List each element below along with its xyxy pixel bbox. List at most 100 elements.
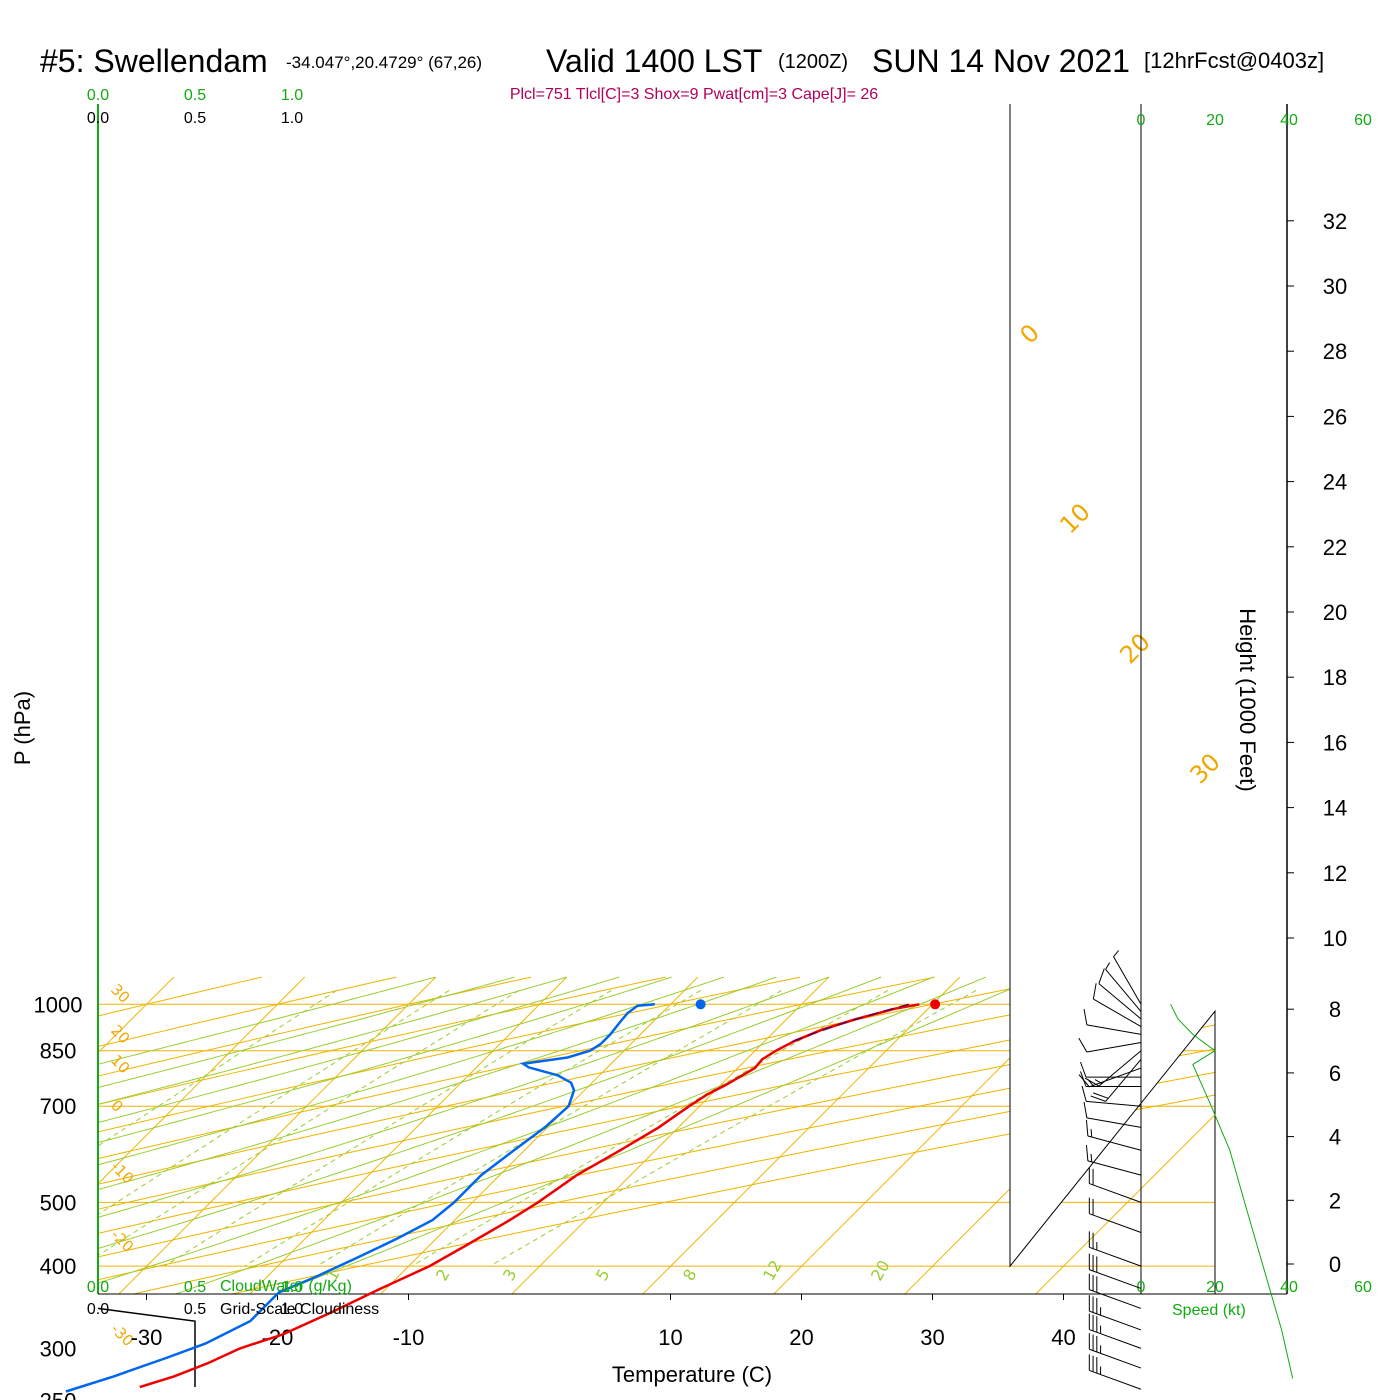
temp-tick-label: 40: [1051, 1325, 1075, 1350]
wind-barb: [1085, 1120, 1142, 1151]
wind-barb: [1080, 1061, 1141, 1078]
speed-axis-label: Speed (kt): [1172, 1302, 1246, 1319]
wind-barb-staff: [1086, 1041, 1142, 1053]
x-axis-label: Temperature (C): [612, 1362, 772, 1387]
speed-top-tick: 20: [1206, 112, 1224, 129]
mixing-ratio-label: 2: [432, 1266, 454, 1284]
speed-top-tick: 40: [1280, 112, 1298, 129]
wind-barb-flag: [1105, 962, 1111, 970]
isotherm-60: [917, 976, 1215, 1294]
height-tick-label: 22: [1323, 535, 1347, 560]
wind-barb-flag: [1083, 1102, 1088, 1118]
dry-adiabat--10: [98, 976, 532, 1294]
moist-adiabat-12: [98, 976, 725, 1294]
moist-adiabat-0: [98, 976, 567, 1294]
moist-adiabat-32: [98, 976, 987, 1294]
parcel-profile-line: [789, 1003, 910, 1044]
speed-bottom-tick: 20: [1206, 1279, 1224, 1296]
moist-adiabat--10: [98, 976, 436, 1294]
wind-barb: [1083, 1102, 1142, 1128]
cloud-panel: 0.0 0.5 1.00.0 0.5 1.00.0 0.5 1.00.0 0.5 1.0: [87, 87, 303, 1388]
mixing-ratio-label: 3: [499, 1266, 521, 1284]
wind-barb-flag: [1113, 950, 1120, 957]
dry-adiabat-label: 30: [1184, 748, 1225, 789]
wind-barb: [1088, 1313, 1142, 1349]
pressure-tick-label: 1000: [34, 992, 83, 1017]
temperature-profile-line: [139, 1003, 920, 1389]
height-tick-label: 24: [1323, 470, 1347, 495]
wind-barb: [1088, 1295, 1142, 1331]
moist-adiabat--4: [98, 976, 515, 1294]
wind-barb-staff: [1086, 1024, 1142, 1035]
temp-tick-label: -20: [262, 1325, 294, 1350]
sounding-params: Plcl=751 Tlcl[C]=3 Shox=9 Pwat[cm]=3 Cap…: [510, 86, 878, 103]
isotherm-label: -10: [107, 1158, 137, 1188]
height-tick-label: 14: [1323, 796, 1347, 821]
height-tick-label: 4: [1329, 1125, 1341, 1150]
height-tick-label: 16: [1323, 730, 1347, 755]
wind-barb: [1088, 1167, 1142, 1203]
wind-barb: [1088, 1333, 1142, 1369]
wind-barb-flag: [1090, 1153, 1093, 1162]
isotherm--30: [98, 976, 175, 1294]
wind-barb: [1088, 1197, 1142, 1233]
mixing-ratio-label: 5: [592, 1266, 614, 1284]
mixing-ratio-30: [489, 989, 977, 1267]
mixing-ratio-5: [164, 989, 612, 1267]
wind-barb-staff: [1098, 983, 1142, 1020]
speed-top-tick: 0: [1137, 112, 1146, 129]
dry-adiabat-80: [98, 976, 1215, 1294]
forecast-info: [12hrFcst@0403z]: [1144, 48, 1324, 73]
wind-barb-staff: [1089, 1269, 1142, 1289]
wind-barb-staff: [1089, 1310, 1142, 1331]
moist-adiabat-20: [98, 976, 829, 1294]
wind-barb-flag: [1098, 968, 1105, 984]
cloudiness-top-label: 1.0: [281, 110, 303, 127]
moist-adiabat-24: [98, 976, 882, 1294]
clipped-grid: [0, 976, 1215, 1400]
axis-ticks: 2503004005007008501000-30-20-10102030400…: [34, 104, 1347, 1400]
temp-tick-label: 10: [658, 1325, 682, 1350]
dry-adiabat-label: 20: [1114, 628, 1155, 669]
wind-barb-staff: [1089, 1289, 1142, 1309]
wind-barb-flag: [1083, 1009, 1088, 1025]
pressure-tick-label: 700: [40, 1094, 77, 1119]
height-tick-label: 10: [1323, 926, 1347, 951]
isotherm--40: [0, 977, 43, 1400]
wind-barb-staff: [1089, 1369, 1142, 1390]
wind-barb-flag: [1093, 1092, 1109, 1099]
isotherm-40: [655, 976, 1092, 1294]
cloudiness-bottom-label: 0.5: [184, 1301, 206, 1318]
wind-barb-staff: [1086, 1117, 1142, 1128]
wind-barb-staff: [1089, 1348, 1142, 1369]
cloudwater-top-label: 0.5: [184, 87, 206, 104]
dry-adiabat-40: [98, 976, 1205, 1294]
height-tick-label: 12: [1323, 861, 1347, 886]
wind-barb-flag: [1085, 1120, 1089, 1137]
wind-barb: [1088, 1253, 1142, 1289]
isotherm--10: [98, 976, 437, 1294]
mixing-ratio-label: 20: [867, 1257, 894, 1284]
dry-adiabat--20: [98, 976, 397, 1294]
wind-barb: [1081, 1085, 1142, 1107]
temp-tick-label: 20: [789, 1325, 813, 1350]
wind-barb: [1088, 1231, 1142, 1267]
dewpoint-profile-line: [65, 1003, 655, 1393]
isotherm-50: [786, 976, 1215, 1294]
y-axis-label: P (hPa): [10, 691, 35, 765]
speed-bottom-tick: 40: [1280, 1279, 1298, 1296]
cloudiness-bottom-label: 0.0: [87, 1301, 109, 1318]
speed-bottom-tick: 60: [1354, 1279, 1372, 1296]
temp-tick-label: -10: [393, 1325, 425, 1350]
height-tick-label: 0: [1329, 1252, 1341, 1277]
wind-barb-staff: [1089, 1246, 1142, 1267]
isotherm--20: [98, 976, 306, 1294]
dry-adiabat-90: [98, 976, 1215, 1294]
height-tick-label: 20: [1323, 600, 1347, 625]
wind-barb-staff: [1089, 1213, 1142, 1233]
mixing-ratio-label: 8: [679, 1266, 701, 1284]
speed-bottom-tick: 0: [1137, 1279, 1146, 1296]
dry-adiabat-label: 10: [1054, 498, 1095, 539]
height-tick-label: 30: [1323, 274, 1347, 299]
